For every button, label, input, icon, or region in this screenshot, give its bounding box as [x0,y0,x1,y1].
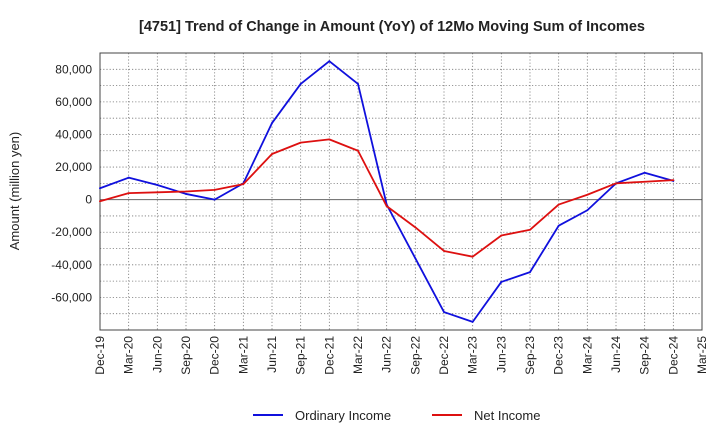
plot-area: 80,000 60,000 40,000 20,000 0 -20,000 -40,000 -… [51,52,709,375]
y-tick-label: -60,000 [51,290,92,304]
x-tick-label: Jun-20 [150,336,164,373]
x-tick-label: Jun-23 [494,336,508,373]
data-point [328,60,331,63]
x-tick-label: Dec-22 [437,336,451,375]
data-point [299,83,302,85]
x-tick-label: Mar-25 [695,336,709,374]
data-point [471,320,474,323]
data-point [213,188,216,191]
y-tick-label: 40,000 [55,127,92,141]
x-tick-label: Mar-24 [580,336,594,374]
data-point [586,209,589,212]
data-point [443,311,445,313]
y-axis-title: Amount (million yen) [7,132,22,251]
y-tick-label: 20,000 [55,160,92,174]
x-tick-label: Dec-21 [322,336,336,375]
data-point [271,153,273,155]
x-tick-label: Mar-23 [466,336,480,374]
data-point [156,184,159,186]
data-point [185,190,187,193]
data-point [156,191,159,194]
data-point [385,205,388,208]
x-tick-label: Dec-24 [666,336,680,375]
data-point [672,179,675,181]
data-point [213,198,216,201]
x-tick-label: Sep-20 [179,336,193,375]
x-tick-label: Sep-23 [523,336,537,375]
x-tick-label: Sep-21 [294,336,308,375]
legend-label: Ordinary Income [295,408,391,423]
data-point [271,122,273,124]
data-point [185,193,187,195]
y-tick-label: 60,000 [55,95,92,109]
data-point [242,183,245,186]
data-point [443,250,445,252]
data-point [357,83,359,85]
x-tick-label: Mar-22 [351,336,365,374]
x-tick-label: Jun-21 [265,336,279,373]
data-point [643,180,646,183]
x-tick-label: Jun-24 [609,336,623,373]
data-point [500,281,503,283]
x-tick-label: Mar-21 [236,336,250,374]
y-tick-label: -20,000 [51,225,92,239]
data-point [500,234,503,237]
legend: Ordinary Income Net Income [253,408,540,423]
chart-title: [4751] Trend of Change in Amount (YoY) o… [139,19,645,35]
data-point [414,257,417,260]
x-tick-label: Sep-22 [408,336,422,375]
legend-label: Net Income [474,408,540,423]
plot-border [99,52,703,331]
data-point [529,228,531,231]
x-tick-label: Dec-20 [208,336,222,375]
y-tick-label: -40,000 [51,258,92,272]
data-point [529,271,531,274]
x-tick-label: Mar-20 [122,336,136,374]
data-point [99,187,101,190]
data-point [299,141,302,144]
data-point [557,224,560,227]
data-point [643,171,646,174]
data-point [357,149,359,152]
data-point [586,193,589,196]
x-tick-label: Jun-22 [380,336,394,373]
data-point [557,203,560,206]
data-point [127,176,130,179]
y-tick-label: 80,000 [55,62,92,76]
x-tick-label: Sep-24 [638,336,652,375]
data-point [414,226,417,229]
x-tick-label: Dec-23 [552,336,566,375]
x-tick-label: Dec-19 [93,336,107,375]
data-point [99,200,101,203]
data-point [615,182,617,185]
y-tick-label: 0 [85,193,92,207]
data-point [471,255,474,258]
data-point [328,138,331,141]
data-point [127,192,130,195]
